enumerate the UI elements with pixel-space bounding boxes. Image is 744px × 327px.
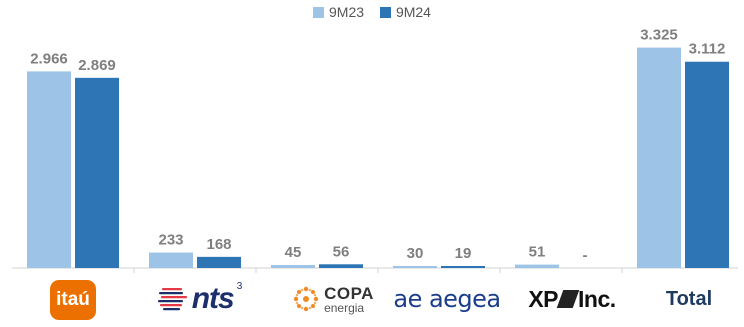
bar-9m24-0 (75, 77, 119, 268)
data-label-9m23-0: 2.966 (30, 50, 68, 67)
data-label-9m24-1: 168 (206, 236, 231, 253)
data-label-9m23-4: 51 (529, 244, 546, 261)
bar-9m24-3 (441, 266, 485, 268)
data-label-9m24-3: 19 (455, 245, 472, 262)
copa-logo-sub: energia (324, 300, 365, 315)
copa-logo-main: COPA (324, 283, 374, 303)
bar-9m23-2 (271, 265, 315, 268)
total-label: Total (642, 281, 736, 317)
bar-9m24-2 (319, 264, 363, 268)
data-label-9m23-2: 45 (285, 244, 302, 261)
data-label-9m23-1: 233 (158, 232, 183, 249)
legend-swatch-9m24 (379, 7, 391, 18)
copa-energia-logo: COPA energia (278, 281, 388, 317)
legend-item-9m24: 9M24 (379, 4, 431, 20)
legend-swatch-9m23 (313, 7, 325, 18)
itau-logo: itaú (50, 280, 96, 320)
bar-9m24-5 (685, 61, 729, 268)
itau-logo-text: itaú (56, 289, 90, 310)
nts-logo-text: nts (191, 282, 235, 315)
bar-9m24-1 (197, 256, 241, 268)
xp-inc-logo: XP Inc. (522, 281, 622, 317)
sun-icon (293, 286, 319, 312)
data-label-9m23-3: 30 (407, 245, 424, 262)
nts-logo: nts 3 (150, 281, 250, 317)
legend-label-9m24: 9M24 (395, 4, 431, 20)
aegea-logo-text: ae aegea (393, 285, 501, 313)
legend-item-9m23: 9M23 (313, 4, 364, 20)
xp-logo-left: XP (528, 285, 559, 312)
total-label-text: Total (665, 287, 713, 310)
data-label-9m24-4: - (583, 247, 588, 264)
data-label-9m24-5: 3.112 (689, 41, 726, 58)
bar-9m23-5 (637, 47, 681, 268)
bar-9m23-4 (515, 264, 559, 268)
bar-9m23-3 (393, 266, 437, 268)
aegea-logo: ae aegea (392, 281, 502, 317)
copa-logo-text: COPA energia (324, 285, 374, 314)
data-label-9m23-5: 3.325 (640, 27, 678, 44)
data-label-9m24-2: 56 (333, 243, 350, 260)
xp-logo-mark-icon (556, 290, 580, 308)
bar-9m23-0 (27, 71, 71, 268)
bar-9m23-1 (149, 252, 193, 268)
data-label-9m24-0: 2.869 (78, 57, 116, 74)
legend-label-9m23: 9M23 (329, 4, 365, 20)
chart-legend: 9M23 9M24 (0, 4, 744, 20)
nts-stripes-icon (157, 288, 187, 311)
nts-footnote-marker: 3 (236, 281, 243, 292)
xp-logo-right: Inc. (578, 285, 616, 312)
